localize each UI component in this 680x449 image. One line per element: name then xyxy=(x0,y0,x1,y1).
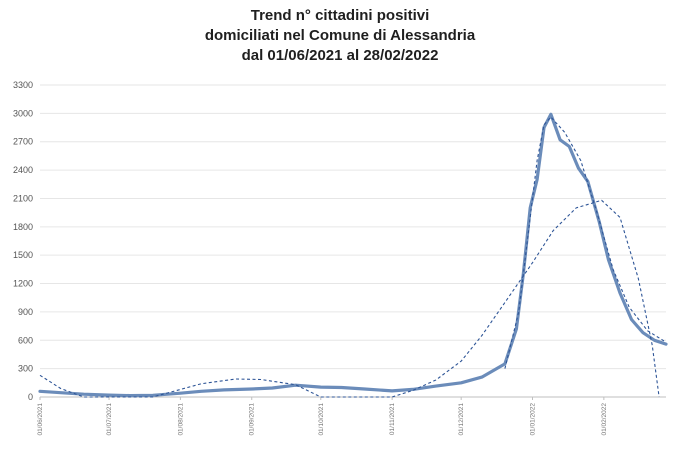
chart-title-line-1: Trend n° cittadini positivi xyxy=(250,7,430,24)
chart-title-line-3: dal 01/06/2021 al 28/02/2022 xyxy=(241,47,439,64)
y-tick-label: 1200 xyxy=(13,279,33,289)
x-tick-label: 01/09/2021 xyxy=(249,403,256,436)
x-tick-label: 01/08/2021 xyxy=(177,403,184,436)
x-tick-label: 01/07/2021 xyxy=(106,403,113,436)
chart-title-line-2: domiciliati nel Comune di Alessandria xyxy=(204,27,476,44)
y-tick-label: 600 xyxy=(18,335,33,345)
y-tick-label: 3300 xyxy=(13,80,33,90)
y-tick-label: 300 xyxy=(18,364,33,374)
chart-title: Trend n° cittadini positivi domiciliati … xyxy=(0,6,680,66)
trend-line-1 xyxy=(39,199,660,398)
x-tick-label: 01/02/2022 xyxy=(601,403,608,436)
grid-lines xyxy=(40,84,666,370)
x-tick-label: 01/11/2021 xyxy=(389,403,396,435)
y-tick-label: 0 xyxy=(28,392,33,402)
x-tick-label: 01/12/2021 xyxy=(458,403,465,436)
y-tick-label: 2100 xyxy=(13,193,33,203)
x-tick-label: 01/10/2021 xyxy=(318,403,325,436)
x-tick-label: 01/06/2021 xyxy=(37,403,44,436)
y-tick-label: 1800 xyxy=(13,222,33,232)
y-tick-label: 2700 xyxy=(13,137,33,147)
y-tick-label: 1500 xyxy=(13,250,33,260)
series-line-0 xyxy=(38,112,668,398)
y-tick-label: 900 xyxy=(18,307,33,317)
trend-line-2 xyxy=(504,116,667,369)
x-tick-label: 01/01/2022 xyxy=(530,403,537,436)
y-tick-label: 3000 xyxy=(13,108,33,118)
y-tick-label: 2400 xyxy=(13,165,33,175)
x-axis-ticks: 01/06/2021 01/07/2021 01/08/2021 01/09/2021… xyxy=(37,397,608,436)
series-group xyxy=(38,112,668,398)
y-axis-ticks: 0 300 600 900 1200 1500 1800 2100 2400 2700 3000 33… xyxy=(13,80,33,402)
